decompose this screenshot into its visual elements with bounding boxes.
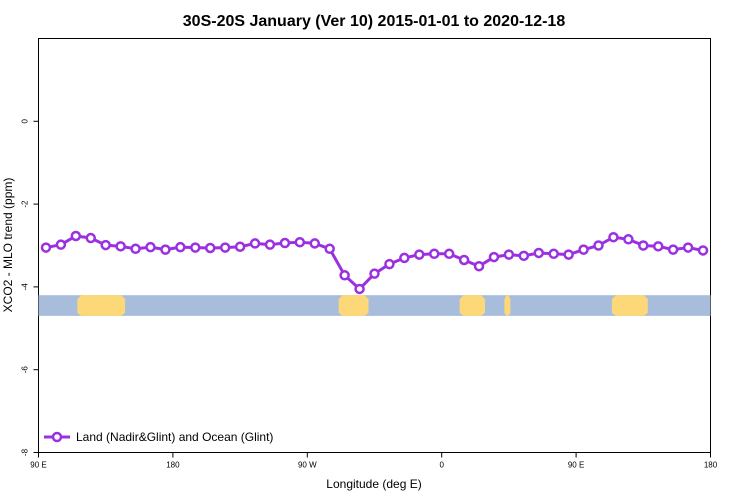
x-tick-label: 90 E [568,461,584,470]
data-point [563,249,574,260]
data-point [473,260,485,272]
ocean-band [38,295,711,316]
x-tick-label: 90 E [30,461,46,470]
data-point [548,248,559,260]
data-point [458,254,470,266]
data-point [70,230,82,242]
data-point [384,258,395,270]
land-segment [459,295,486,316]
x-tick-label: 180 [704,461,718,470]
data-point [309,238,321,249]
data-point [503,249,515,260]
series-line [45,234,704,291]
data-point [369,268,380,279]
data-point [130,243,141,255]
data-point [428,248,440,260]
data-point [279,237,291,249]
data-point [264,239,276,250]
data-point [219,242,231,253]
legend: Land (Nadir&Glint) and Ocean (Glint) [44,430,273,444]
data-point [518,250,530,262]
data-point [414,249,425,260]
y-axis: 0 -2 -4 -6 -8 [21,119,39,456]
data-point [175,241,186,253]
data-point [354,283,365,295]
data-point [339,270,350,281]
data-point [204,242,216,254]
data-point [608,231,619,243]
data-point [578,244,589,255]
land-segment [77,295,126,316]
series-layer [40,230,709,295]
data-point [294,236,306,248]
data-point [667,244,679,255]
land-segment [338,295,369,316]
data-point [85,232,97,244]
land-segment [611,295,648,316]
data-point [533,247,545,259]
plot-frame [38,38,711,453]
y-axis-label: XCO2 - MLO trend (ppm) [1,178,15,313]
data-point [623,234,634,245]
data-point [593,240,604,251]
data-point [190,242,201,253]
legend-label: Land (Nadir&Glint) and Ocean (Glint) [76,430,273,444]
y-tick-label: 0 [21,119,30,124]
x-axis: 90 E 180 90 W 0 90 E 180 [30,452,718,470]
data-point [399,252,410,264]
y-tick-label: -4 [21,283,30,291]
data-point [115,241,126,252]
y-tick-label: -8 [21,448,30,456]
x-axis-label: Longitude (deg E) [326,477,421,491]
x-tick-label: 180 [166,461,180,470]
legend-marker-swatch [51,431,63,443]
data-point [697,245,709,256]
data-point [40,242,52,253]
data-point [145,241,156,253]
data-point [324,243,335,255]
data-point [488,251,500,263]
land-segment [504,295,511,316]
y-tick-label: -2 [21,200,30,208]
data-point [652,241,664,252]
data-point [443,248,455,260]
data-point [638,240,649,251]
data-point [234,241,246,252]
x-tick-label: 90 W [298,461,317,470]
data-point [682,242,694,253]
y-tick-label: -6 [21,366,30,374]
land-ocean-band [38,295,711,316]
data-point [100,239,111,251]
chart-title: 30S-20S January (Ver 10) 2015-01-01 to 2… [183,13,566,30]
data-point [160,244,171,255]
data-point [55,239,67,250]
data-point [249,238,261,249]
x-tick-label: 0 [439,461,444,470]
